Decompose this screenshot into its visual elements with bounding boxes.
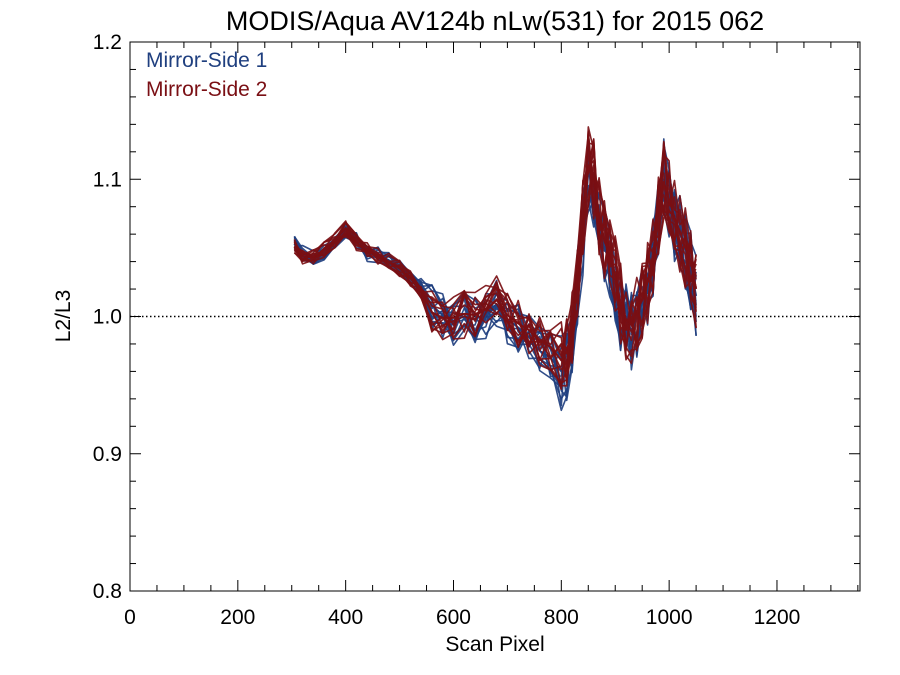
- y-tick-label: 0.9: [93, 443, 122, 466]
- y-axis: 0.8 0.9 1.0 1.1 1.2: [93, 31, 860, 603]
- y-tick-label: 0.8: [93, 580, 122, 603]
- y-tick-label: 1.1: [93, 168, 122, 191]
- series-layer: [293, 126, 698, 412]
- series-trace-2: [293, 138, 697, 371]
- series-2: [293, 126, 698, 391]
- y-axis-label: L2/L3: [52, 290, 75, 343]
- series-trace-1: [293, 137, 697, 398]
- y-tick-label: 1.2: [93, 31, 122, 54]
- x-tick-label: 800: [544, 606, 579, 629]
- series-trace-2: [294, 141, 697, 371]
- x-axis: 0 200 400 600 800 1000 1200: [124, 42, 859, 629]
- y-tick-label: 1.0: [93, 306, 122, 329]
- x-tick-label: 600: [436, 606, 471, 629]
- x-tick-label: 0: [124, 606, 136, 629]
- plot-area: [129, 41, 861, 592]
- x-tick-label: 200: [220, 606, 255, 629]
- series-trace-2: [294, 141, 697, 373]
- series-trace-1: [293, 143, 697, 402]
- series-trace-2: [293, 130, 697, 382]
- series-trace-2: [293, 138, 697, 391]
- x-tick-label: 1200: [754, 606, 801, 629]
- legend-entry-mirror-side-2: Mirror-Side 2: [146, 78, 267, 101]
- x-tick-label: 400: [328, 606, 363, 629]
- series-trace-1: [293, 167, 697, 362]
- chart-title: MODIS/Aqua AV124b nLw(531) for 2015 062: [226, 6, 764, 36]
- legend-entry-mirror-side-1: Mirror-Side 1: [146, 49, 267, 72]
- x-axis-label: Scan Pixel: [445, 633, 544, 656]
- legend: Mirror-Side 1 Mirror-Side 2: [146, 49, 267, 101]
- series-trace-1: [293, 138, 697, 412]
- x-tick-label: 1000: [646, 606, 693, 629]
- series-1: [293, 137, 698, 412]
- series-line-2: [293, 164, 698, 362]
